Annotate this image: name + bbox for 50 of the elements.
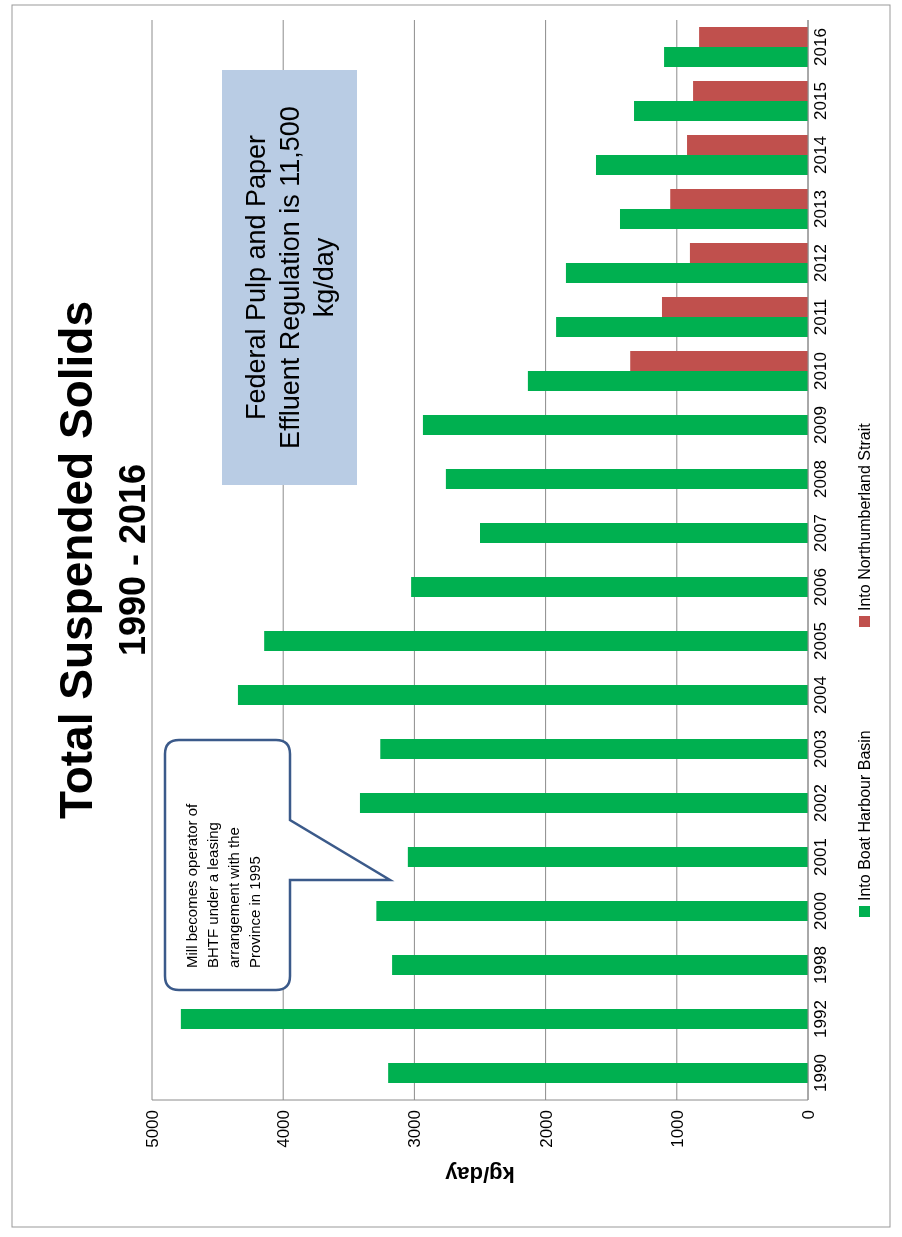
bar [595, 155, 808, 175]
annotation: Federal Pulp and Paper Effluent Regulation is 11,500 kg/day [240, 106, 339, 449]
y-tick-label: 2007 [811, 514, 830, 552]
bar [388, 1063, 808, 1083]
y-tick-label: 2005 [811, 622, 830, 660]
y-tick-label: 1992 [811, 1000, 830, 1038]
y-tick-label: 2011 [811, 298, 830, 336]
x-tick-label: 0 [798, 1110, 818, 1120]
bar [376, 901, 808, 921]
y-tick-label: 1990 [811, 1054, 830, 1092]
y-tick-label: 1998 [811, 946, 830, 984]
y-tick-label: 2006 [811, 568, 830, 606]
y-tick-label: 2008 [811, 460, 830, 498]
y-tick-label: 2003 [811, 730, 830, 768]
bar [670, 189, 808, 209]
annotation: Mill becomes operator of BHTF under a leasing arrangement with the Province in 1995 [183, 802, 263, 968]
y-tick-label: 2016 [811, 28, 830, 66]
y-tick-label: 2009 [811, 406, 830, 444]
bar [407, 847, 808, 867]
bar [687, 135, 808, 155]
x-tick-label: 5000 [142, 1110, 162, 1148]
y-tick-label: 2002 [811, 784, 830, 822]
x-tick-label: 2000 [536, 1110, 556, 1148]
bar [180, 1009, 808, 1029]
x-axis-title: kg/day [444, 1162, 515, 1188]
y-tick-label: 2015 [811, 82, 830, 120]
y-tick-label: 2000 [811, 892, 830, 930]
bar [664, 47, 808, 67]
bar [630, 351, 808, 371]
bar [619, 209, 808, 229]
text: Total Suspended Solids [50, 301, 102, 819]
y-tick-label: 2014 [811, 136, 830, 174]
y-tick-label: 2013 [811, 190, 830, 228]
x-tick-label: 3000 [405, 1110, 425, 1148]
text: 1990 - 2016 [112, 463, 153, 657]
y-tick-label: 2004 [811, 676, 830, 714]
bar [689, 243, 808, 263]
y-tick-label: 2010 [811, 352, 830, 390]
bar [693, 81, 808, 101]
text: Into Boat Harbour Basin [856, 730, 873, 901]
x-tick-label: 1000 [667, 1110, 687, 1148]
bar [661, 297, 808, 317]
bar [634, 101, 808, 121]
x-tick-label: 4000 [274, 1110, 294, 1148]
y-tick-label: 2012 [811, 244, 830, 282]
text: Into Northumberland Strait [856, 422, 873, 611]
y-tick-label: 2001 [811, 838, 830, 876]
bar [392, 955, 808, 975]
bar [359, 793, 808, 813]
bar [699, 27, 808, 47]
